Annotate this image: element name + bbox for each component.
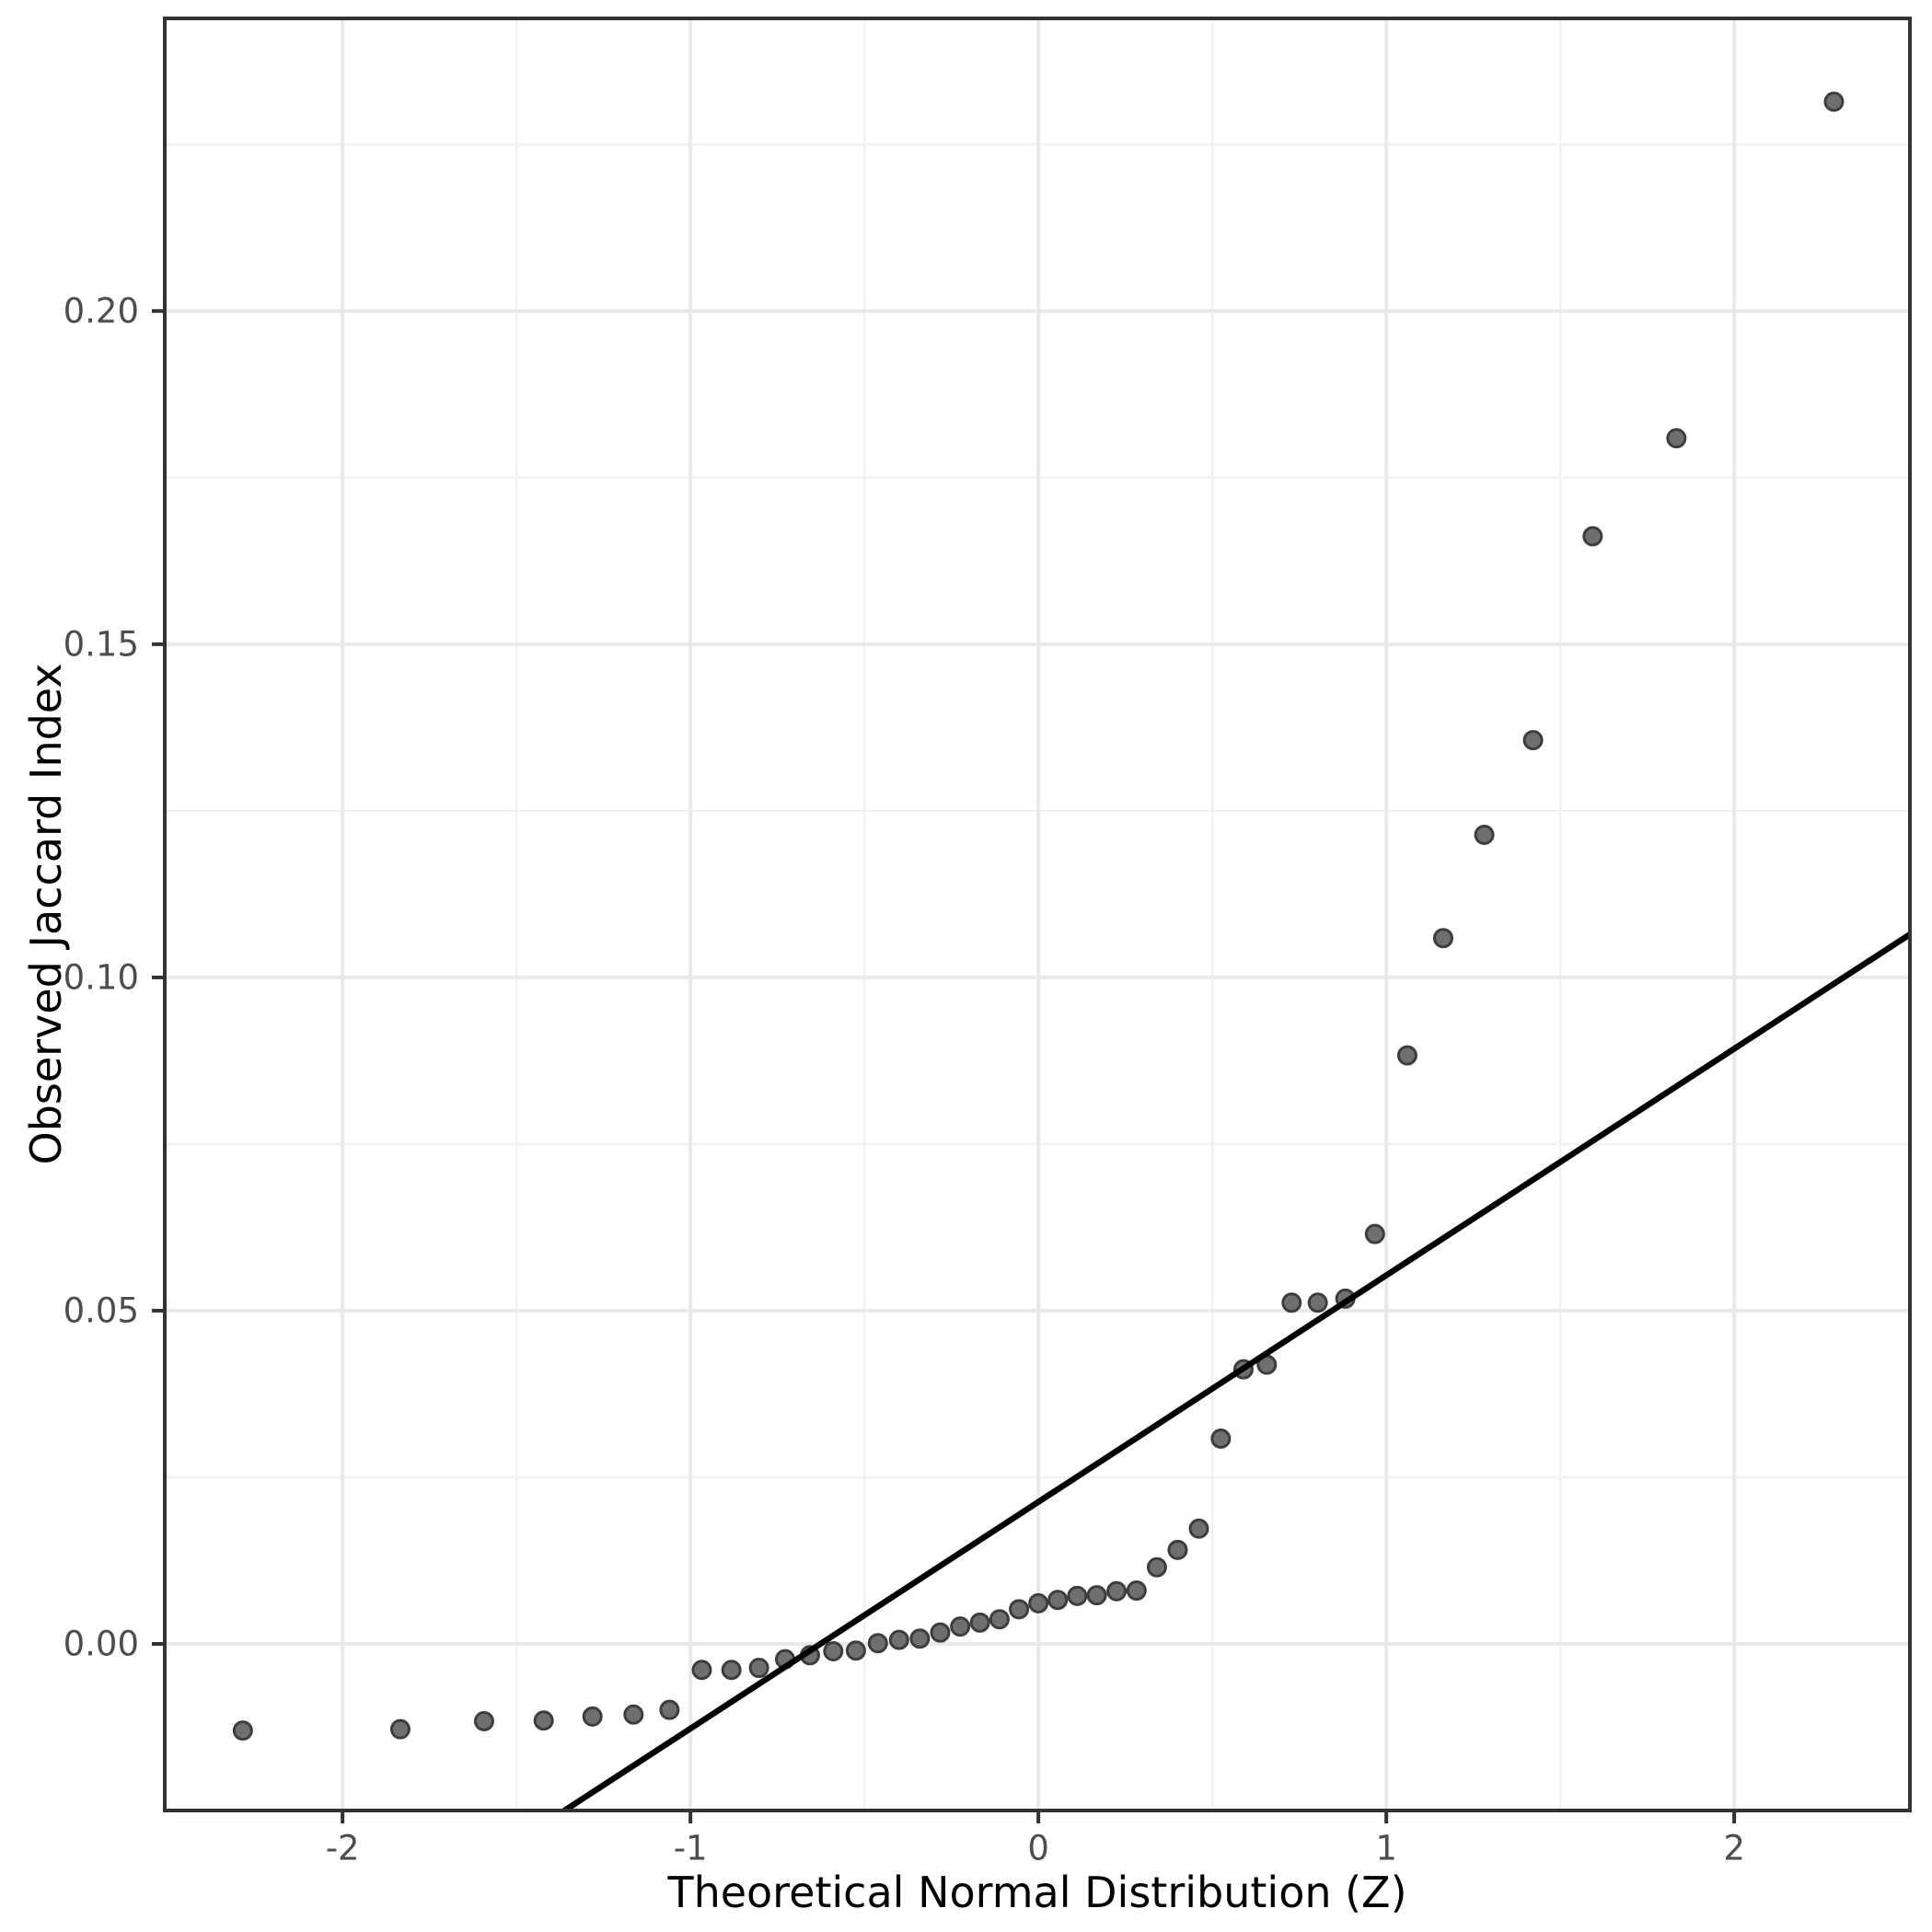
qq-point [691,1660,712,1681]
qq-point [748,1658,769,1679]
x-axis-tick-label: -2 [326,1829,360,1868]
qq-point [533,1710,554,1731]
y-axis-tick-label: 0.05 [64,1290,139,1330]
reference-line-layer [559,931,1910,1811]
qq-point [1281,1292,1302,1313]
qq-point [950,1616,971,1637]
qq-reference-line [559,931,1910,1811]
axis-tick-labels: -2 -1 0 1 2 0.00 0.05 0.10 0.15 0.20 [64,291,1745,1868]
qq-point [930,1622,951,1643]
qq-point [1009,1599,1030,1620]
qq-point [1210,1428,1232,1449]
y-axis-tick-label: 0.10 [64,957,139,997]
x-axis-tick-label: 2 [1723,1829,1745,1868]
y-axis-tick-label: 0.20 [64,291,139,330]
qq-point [909,1628,931,1649]
qq-point [1106,1580,1128,1602]
qq-point [1823,91,1845,112]
qq-point [1666,428,1687,449]
qq-point [1307,1292,1328,1313]
y-axis-title: Observed Jaccard Index [21,663,71,1164]
qq-point [989,1609,1010,1630]
qq-point [582,1706,603,1727]
qq-point [1188,1518,1209,1539]
qq-point [1167,1539,1188,1560]
qq-point [623,1704,644,1725]
qq-point [845,1640,866,1661]
qq-point [1364,1223,1385,1244]
qq-point [1432,928,1453,949]
x-axis-tick-label: 0 [1027,1829,1049,1868]
qq-point [1522,730,1544,751]
axis-tick-marks [152,308,1737,1823]
qq-point [1086,1585,1107,1606]
qq-point [888,1629,909,1650]
qq-point [1047,1590,1069,1611]
qq-point [473,1710,494,1731]
qq-point [823,1640,844,1661]
y-axis-tick-label: 0.00 [64,1624,139,1663]
qq-point [232,1720,253,1741]
qq-point [1474,824,1495,845]
qq-point [721,1660,742,1681]
qq-point [867,1633,888,1654]
y-axis-tick-label: 0.15 [64,624,139,664]
qq-point [1396,1045,1417,1066]
x-axis-tick-label: -1 [674,1829,708,1868]
qq-point [1028,1592,1049,1614]
qq-point [1067,1585,1088,1606]
qq-point [1582,526,1603,547]
qq-point [389,1718,411,1740]
x-axis-tick-label: 1 [1375,1829,1397,1868]
qq-point [659,1699,680,1720]
x-axis-title: Theoretical Normal Distribution (Z) [666,1868,1406,1917]
qq-point [1146,1556,1167,1578]
qq-point [1126,1580,1147,1602]
major-gridlines [165,18,1910,1811]
qq-point [969,1612,990,1633]
